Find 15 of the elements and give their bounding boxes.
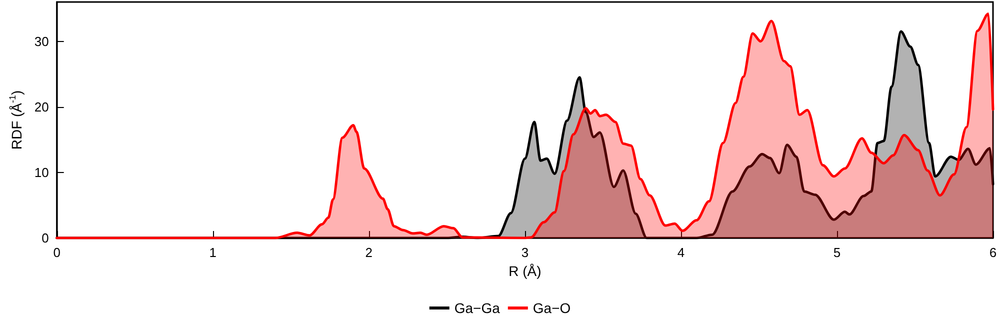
x-tick-label: 5 bbox=[833, 245, 841, 260]
legend-label: Ga−Ga bbox=[454, 300, 500, 316]
x-tick-label: 0 bbox=[53, 245, 60, 260]
x-tick-label: 3 bbox=[521, 245, 529, 260]
legend-label: Ga−O bbox=[532, 300, 571, 316]
y-tick-label: 20 bbox=[34, 99, 49, 114]
x-tick-label: 4 bbox=[677, 245, 685, 260]
x-axis-title: R (Å) bbox=[508, 263, 542, 279]
y-tick-label: 0 bbox=[42, 230, 49, 246]
x-tick-label: 6 bbox=[989, 245, 997, 260]
y-tick-label: 30 bbox=[34, 34, 49, 49]
x-tick-label: 2 bbox=[365, 245, 373, 260]
y-axis-title: RDF (Å-1) bbox=[8, 90, 24, 150]
y-tick-label: 10 bbox=[34, 164, 49, 180]
x-tick-label: 1 bbox=[209, 245, 216, 260]
